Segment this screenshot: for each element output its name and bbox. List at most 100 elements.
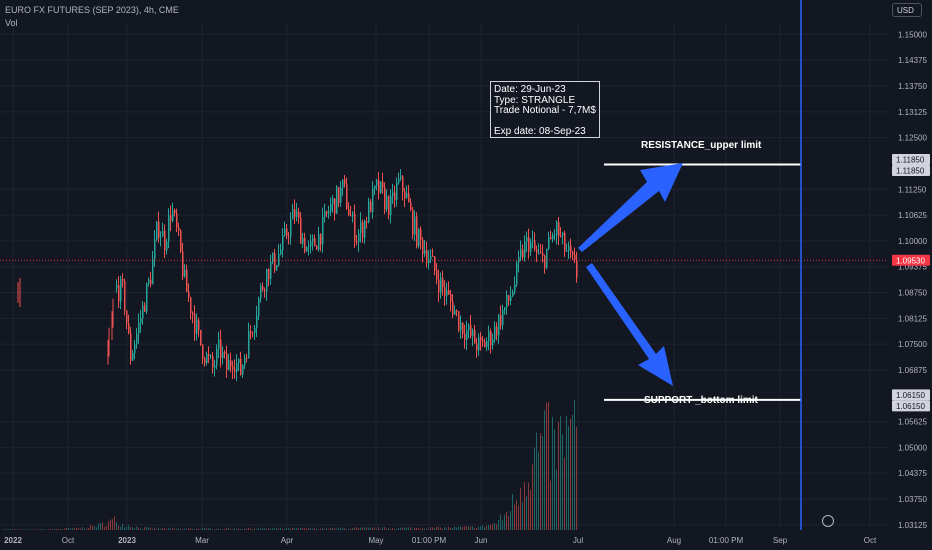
volume-bar [458, 526, 459, 530]
candle-body [190, 297, 192, 313]
volume-bar [430, 526, 431, 530]
trade-note: Date: 29-Jun-23 Type: STRANGLE Trade Not… [490, 81, 600, 138]
candle-body [442, 277, 444, 288]
candle-body [390, 196, 392, 215]
volume-bar [226, 527, 227, 530]
candle-body [224, 352, 226, 354]
candle-body [362, 222, 364, 238]
candle-body [342, 179, 344, 188]
volume-bar [224, 528, 225, 530]
candle-body [542, 253, 544, 256]
candle-body [238, 358, 240, 364]
volume-bar [86, 528, 87, 530]
volume-bar [232, 529, 233, 530]
volume-bar [452, 528, 453, 530]
candle-body [124, 281, 126, 311]
volume-bar [44, 529, 45, 531]
candle-body [438, 279, 440, 293]
note-type: Type: STRANGLE [494, 94, 576, 106]
volume-bar [250, 528, 251, 530]
candle-body [254, 327, 256, 334]
tradingview-logo-icon[interactable] [822, 515, 834, 527]
candle-body [338, 187, 340, 203]
note-notional: Trade Notional - 7,7M$ [494, 105, 596, 116]
candle-body [332, 198, 334, 205]
candle-body [406, 193, 408, 198]
volume-bar [572, 414, 573, 530]
volume-bar [546, 402, 547, 530]
volume-bar [64, 528, 65, 530]
candle-body [310, 241, 312, 247]
volume-bar [334, 527, 335, 530]
candle-body [416, 216, 418, 247]
candle-body [514, 284, 516, 292]
arrow-down-icon [586, 263, 673, 386]
volume-bar [500, 514, 501, 530]
volume-bar [152, 528, 153, 530]
volume-bar [320, 528, 321, 530]
volume-bar [466, 526, 467, 530]
x-tick-label: Sep [773, 536, 788, 545]
candle-body [466, 330, 468, 341]
candle-body [232, 366, 234, 370]
candle-body [276, 265, 278, 270]
volume-bar [212, 529, 213, 530]
x-tick-label: Apr [281, 536, 294, 545]
y-tick-label: 1.05000 [898, 443, 927, 452]
price-tag [892, 389, 930, 401]
volume-bar [262, 527, 263, 530]
candle-body [222, 352, 224, 358]
volume-bar [270, 528, 271, 530]
volume-bar [384, 527, 385, 530]
volume-bar [116, 521, 117, 530]
volume-bar [76, 527, 77, 530]
candle-body [220, 339, 222, 358]
volume-bar [496, 524, 497, 530]
candle-body [134, 344, 136, 353]
volume-bar [52, 529, 53, 530]
candle-body [410, 202, 412, 210]
volume-bar [378, 527, 379, 530]
candle-body [488, 331, 490, 342]
volume-bar [340, 528, 341, 530]
volume-bar [534, 447, 535, 530]
candle-body [326, 211, 328, 214]
candle-body [240, 358, 242, 375]
volume-bar [540, 433, 541, 530]
candle-body [128, 323, 130, 334]
candle-body [448, 290, 450, 295]
y-tick-label: 1.10000 [898, 237, 927, 246]
volume-bar [456, 527, 457, 530]
volume-bar [492, 524, 493, 530]
candle-body [546, 248, 548, 268]
candle-body [186, 269, 188, 292]
volume-bar [444, 527, 445, 530]
volume-bar [252, 529, 253, 530]
volume-label: Vol [5, 18, 18, 28]
volume-bar [92, 525, 93, 530]
x-tick-label: Aug [667, 536, 681, 545]
y-tick-label: 1.14375 [898, 56, 927, 65]
volume-bar [432, 527, 433, 530]
volume-bar [562, 434, 563, 530]
volume-bar [552, 416, 553, 530]
candle-body [334, 198, 336, 214]
candle-body [340, 187, 342, 203]
volume-bar [538, 451, 539, 530]
candle-body [268, 269, 270, 279]
volume-bar [366, 527, 367, 530]
candle-body [552, 235, 554, 240]
currency-button[interactable]: USD [892, 3, 922, 17]
candle-body [200, 329, 202, 345]
candles [17, 169, 578, 382]
y-tick-label: 1.05625 [898, 418, 927, 427]
volume-bar [364, 527, 365, 530]
volume-bar [554, 429, 555, 530]
volume-bar [568, 426, 569, 530]
candle-body [360, 222, 362, 234]
volume-bar [382, 527, 383, 530]
candle-body [158, 221, 160, 238]
candle-body [210, 356, 212, 357]
candle-body [294, 209, 296, 218]
